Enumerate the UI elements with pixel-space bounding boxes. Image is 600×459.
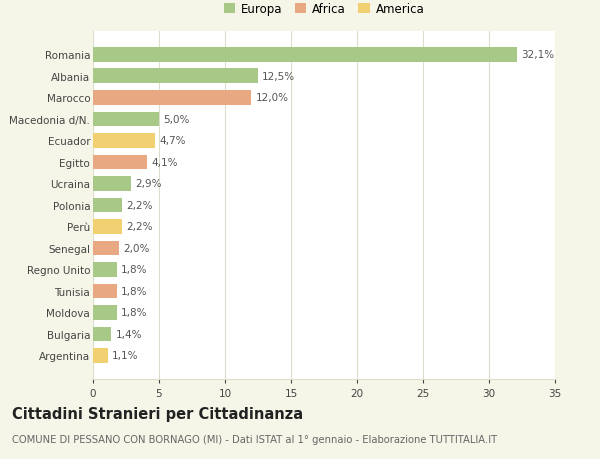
Text: 12,0%: 12,0% [256,93,289,103]
Bar [93,241,119,256]
Text: 2,2%: 2,2% [126,201,152,210]
Bar [93,134,155,148]
Text: 2,9%: 2,9% [135,179,162,189]
Bar [93,263,117,277]
Bar [93,91,251,106]
Text: 32,1%: 32,1% [521,50,554,60]
Text: 12,5%: 12,5% [262,72,295,82]
Text: 1,8%: 1,8% [121,308,147,318]
Text: 1,1%: 1,1% [112,351,138,361]
Bar [93,219,122,234]
Bar [93,177,131,191]
Text: 1,8%: 1,8% [121,265,147,275]
Text: 1,8%: 1,8% [121,286,147,296]
Bar [93,69,258,84]
Bar [93,198,122,213]
Text: 1,4%: 1,4% [115,329,142,339]
Text: 4,7%: 4,7% [159,136,185,146]
Text: 4,1%: 4,1% [151,157,178,168]
Bar [93,48,517,62]
Text: Cittadini Stranieri per Cittadinanza: Cittadini Stranieri per Cittadinanza [12,406,303,421]
Text: 5,0%: 5,0% [163,115,190,124]
Legend: Europa, Africa, America: Europa, Africa, America [219,0,429,21]
Bar [93,327,112,341]
Text: 2,2%: 2,2% [126,222,152,232]
Bar [93,305,117,320]
Text: 2,0%: 2,0% [124,243,150,253]
Bar [93,112,159,127]
Bar [93,284,117,298]
Text: COMUNE DI PESSANO CON BORNAGO (MI) - Dati ISTAT al 1° gennaio - Elaborazione TUT: COMUNE DI PESSANO CON BORNAGO (MI) - Dat… [12,434,497,444]
Bar [93,155,147,170]
Bar [93,348,107,363]
